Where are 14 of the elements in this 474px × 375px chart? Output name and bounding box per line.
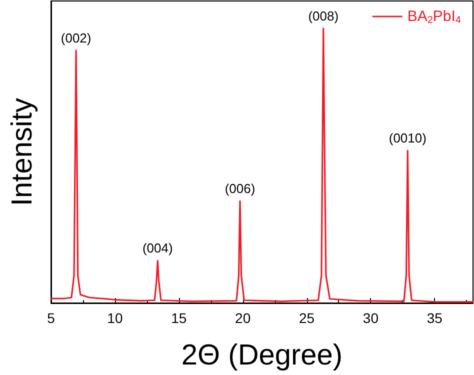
x-tick-label: 15 — [171, 310, 187, 326]
annotation: (004) — [142, 240, 173, 256]
x-tick-label: 20 — [235, 310, 251, 326]
x-tick-label: 25 — [298, 310, 315, 326]
y-axis-title: Intensity — [6, 98, 38, 206]
annotation: (008) — [308, 8, 339, 24]
x-tick-label: 35 — [426, 310, 443, 326]
x-tick-label: 5 — [47, 310, 56, 326]
annotation: (0010) — [388, 130, 426, 146]
x-tick-label: 10 — [107, 310, 123, 326]
annotation: (002) — [60, 30, 92, 46]
x-tick-label: 30 — [362, 310, 379, 326]
x-axis-title: 2Θ (Degree) — [181, 340, 343, 372]
annotation: (006) — [224, 181, 256, 196]
